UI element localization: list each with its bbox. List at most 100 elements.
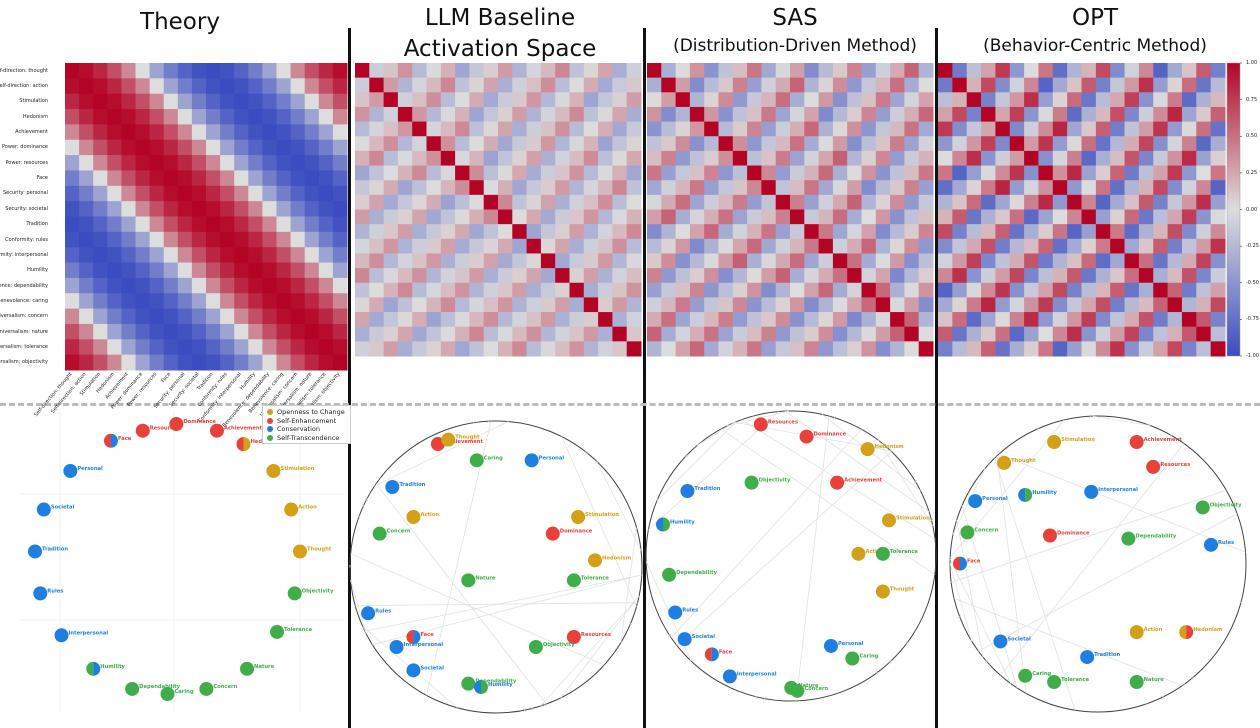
heatmap-cell (555, 150, 570, 167)
heatmap-cell (1153, 253, 1169, 269)
heatmap-cell (1196, 253, 1212, 269)
heatmap-cell (1110, 106, 1126, 123)
heatmap-cell (647, 92, 662, 108)
heatmap-cell (818, 150, 834, 167)
heatmap-cell (790, 224, 805, 240)
heatmap-cell (938, 150, 953, 167)
heatmap-cell (135, 308, 151, 325)
heatmap-cell (498, 63, 513, 79)
heatmap-cell (761, 341, 777, 357)
heatmap-cell (276, 201, 292, 217)
heatmap-cell (612, 121, 628, 137)
heatmap-cell (732, 121, 748, 137)
heatmap-cell (555, 253, 570, 269)
legend: Openness to Change Self-Enhancement Cons… (262, 405, 351, 445)
heatmap-cell (647, 136, 662, 152)
heatmap-cell (1153, 106, 1169, 123)
heatmap-cell (626, 282, 642, 298)
heatmap-cell (149, 201, 165, 217)
svg-text:×: × (348, 564, 352, 570)
heatmap-cell (704, 238, 719, 254)
heatmap-cell (704, 312, 719, 328)
point-label: Humility (488, 682, 513, 688)
heatmap-cell (918, 238, 934, 254)
heatmap-cell (276, 293, 292, 310)
panel-title-theory: Theory (140, 9, 220, 35)
heatmap-cell (661, 165, 677, 181)
heatmap-cell (1081, 180, 1097, 196)
heatmap-cell (1024, 268, 1039, 284)
heatmap-cell (304, 308, 320, 325)
point-label: Stimulation (281, 466, 315, 472)
heatmap-cell (1196, 106, 1212, 123)
heatmap-cell (206, 63, 221, 79)
heatmap-cell (598, 106, 613, 123)
point-label: Hedonism (602, 555, 631, 561)
heatmap-cell (775, 238, 791, 254)
heatmap-cell (135, 139, 151, 156)
heatmap-cell (732, 282, 748, 298)
heatmap-cell (790, 282, 805, 298)
heatmap-cell (412, 297, 427, 313)
heatmap-cell (818, 268, 834, 284)
heatmap-cell (397, 326, 413, 342)
heatmap-cell (804, 282, 820, 298)
heatmap-cell (220, 109, 235, 125)
heatmap-y-tick-label: Tradition (26, 221, 48, 228)
heatmap-cell (163, 63, 179, 79)
heatmap-cell (938, 253, 953, 269)
heatmap-cell (1038, 121, 1054, 137)
heatmap-cell (121, 323, 136, 340)
heatmap-cell (290, 231, 306, 248)
heatmap-cell (626, 77, 642, 93)
heatmap-cell (583, 312, 599, 328)
heatmap-y-tick-label: Benevolence: caring (0, 297, 48, 304)
heatmap-cell (440, 268, 456, 284)
heatmap-cell (149, 109, 165, 125)
point-dependability: Dependability (1121, 531, 1177, 546)
heatmap-cell (526, 253, 542, 269)
heatmap-cell (498, 238, 513, 254)
heatmap-cell (661, 312, 677, 328)
heatmap-cell (469, 77, 485, 93)
point-rules: Rules (668, 605, 698, 620)
heatmap-cell (875, 238, 891, 254)
point-thought: Thought (875, 584, 915, 599)
heatmap-cell (65, 277, 80, 294)
heatmap-cell (163, 262, 179, 279)
heatmap-cell (318, 262, 334, 279)
heatmap-cell (1181, 165, 1197, 181)
heatmap-cell (1124, 194, 1140, 210)
heatmap-cell (1181, 224, 1197, 240)
heatmap-cell (1124, 268, 1140, 284)
heatmap-cell (355, 180, 370, 196)
point-label: Action (865, 549, 884, 555)
heatmap-cell (121, 293, 136, 310)
heatmap-cell (1024, 326, 1039, 342)
heatmap-cell (318, 247, 334, 264)
heatmap-cell (206, 201, 221, 217)
heatmap-cell (904, 92, 920, 108)
heatmap-cell (1181, 253, 1197, 269)
point-stimulation: Stimulation (266, 463, 315, 478)
heatmap-cell (647, 312, 662, 328)
heatmap-cell (704, 150, 719, 167)
heatmap-cell (1081, 312, 1097, 328)
point-label: Face (719, 649, 733, 655)
point-label: Dependability (1135, 534, 1176, 540)
heatmap-cell (689, 209, 705, 225)
heatmap-cell (135, 247, 151, 264)
heatmap-cell (612, 150, 628, 167)
heatmap-cell (206, 323, 221, 340)
heatmap-cell (761, 63, 777, 79)
heatmap-cell (1110, 165, 1126, 181)
heatmap-cell (1167, 106, 1183, 123)
point-label: Nature (798, 683, 819, 689)
heatmap-cell (555, 180, 570, 196)
point-action: Action (284, 502, 317, 517)
heatmap-cell (318, 63, 334, 79)
heatmap-cell (569, 150, 585, 167)
point-achievement: Achievement (209, 423, 263, 438)
heatmap-cell (847, 282, 862, 298)
svg-text:×: × (875, 671, 879, 677)
